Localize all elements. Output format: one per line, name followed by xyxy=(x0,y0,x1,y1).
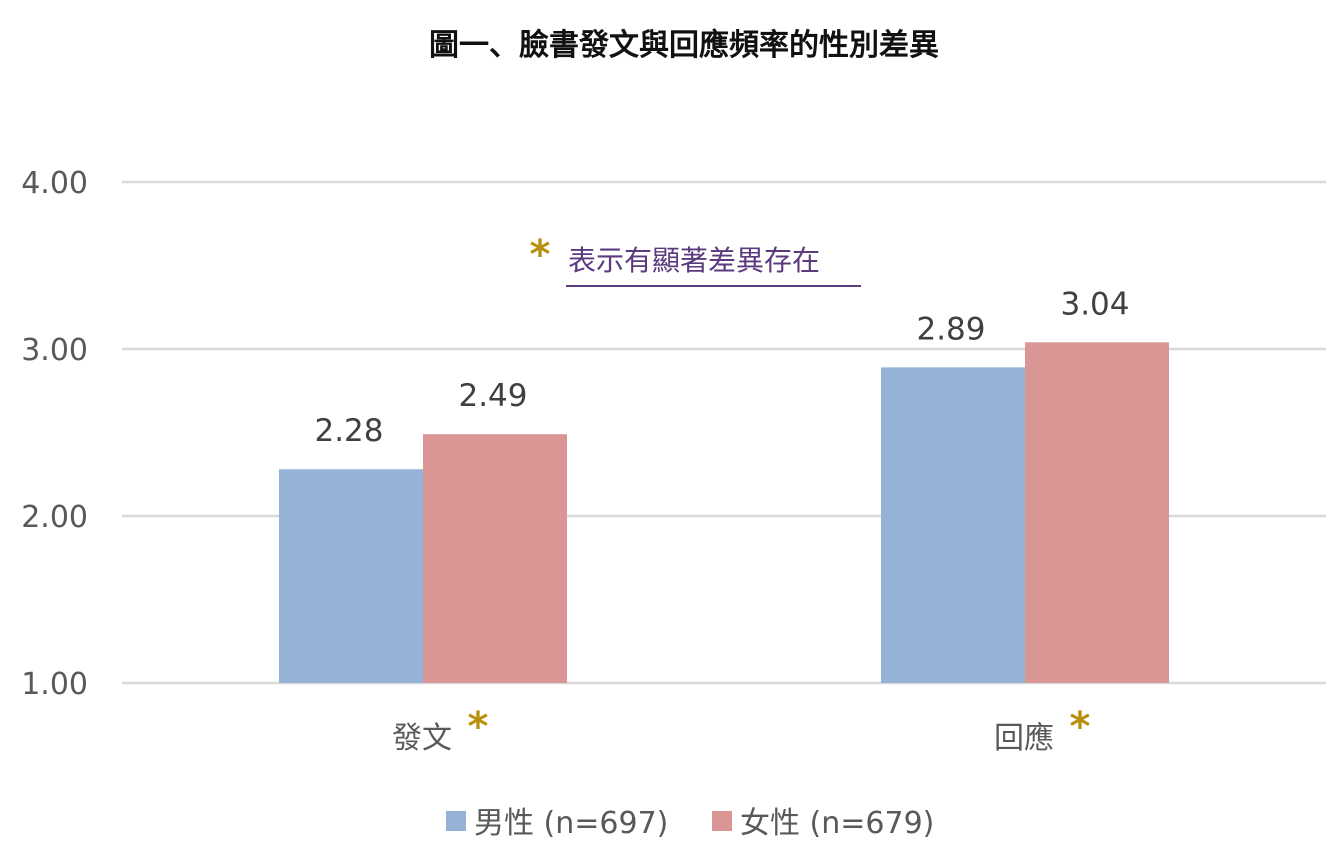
note-text: 表示有顯著差異存在 xyxy=(568,244,820,277)
y-tick-label: 3.00 xyxy=(21,333,88,368)
data-label: 2.28 xyxy=(314,413,383,449)
bar-1-0 xyxy=(881,367,1025,683)
y-tick-label: 4.00 xyxy=(21,166,88,201)
y-tick-label: 1.00 xyxy=(21,667,88,702)
y-tick-label: 2.00 xyxy=(21,500,88,535)
significance-star-icon: * xyxy=(1070,704,1091,750)
bar-0-0 xyxy=(279,469,423,683)
x-axis-ticks: 發文 * 回應 * xyxy=(392,704,1091,756)
significance-note: * 表示有顯著差異存在 xyxy=(530,232,861,287)
bars xyxy=(279,342,1169,683)
x-tick-label: 發文 xyxy=(392,721,452,756)
legend: 男性 (n=697) 女性 (n=679) xyxy=(446,806,934,841)
legend-label: 男性 (n=697) xyxy=(474,806,668,841)
x-tick-label: 回應 xyxy=(994,721,1054,756)
y-axis-ticks: 1.00 2.00 3.00 4.00 xyxy=(21,166,88,702)
data-label: 2.89 xyxy=(916,311,985,347)
legend-swatch xyxy=(446,811,466,831)
data-label: 2.49 xyxy=(458,378,527,414)
bar-0-1 xyxy=(423,434,567,683)
significance-star-icon: * xyxy=(468,704,489,750)
data-label: 3.04 xyxy=(1060,286,1129,322)
chart-title: 圖一、臉書發文與回應頻率的性別差異 xyxy=(429,28,939,63)
bar-1-1 xyxy=(1025,342,1169,683)
legend-swatch xyxy=(712,811,732,831)
legend-label: 女性 (n=679) xyxy=(740,806,934,841)
data-labels: 2.28 2.49 2.89 3.04 xyxy=(314,286,1129,449)
note-star-icon: * xyxy=(530,232,551,278)
